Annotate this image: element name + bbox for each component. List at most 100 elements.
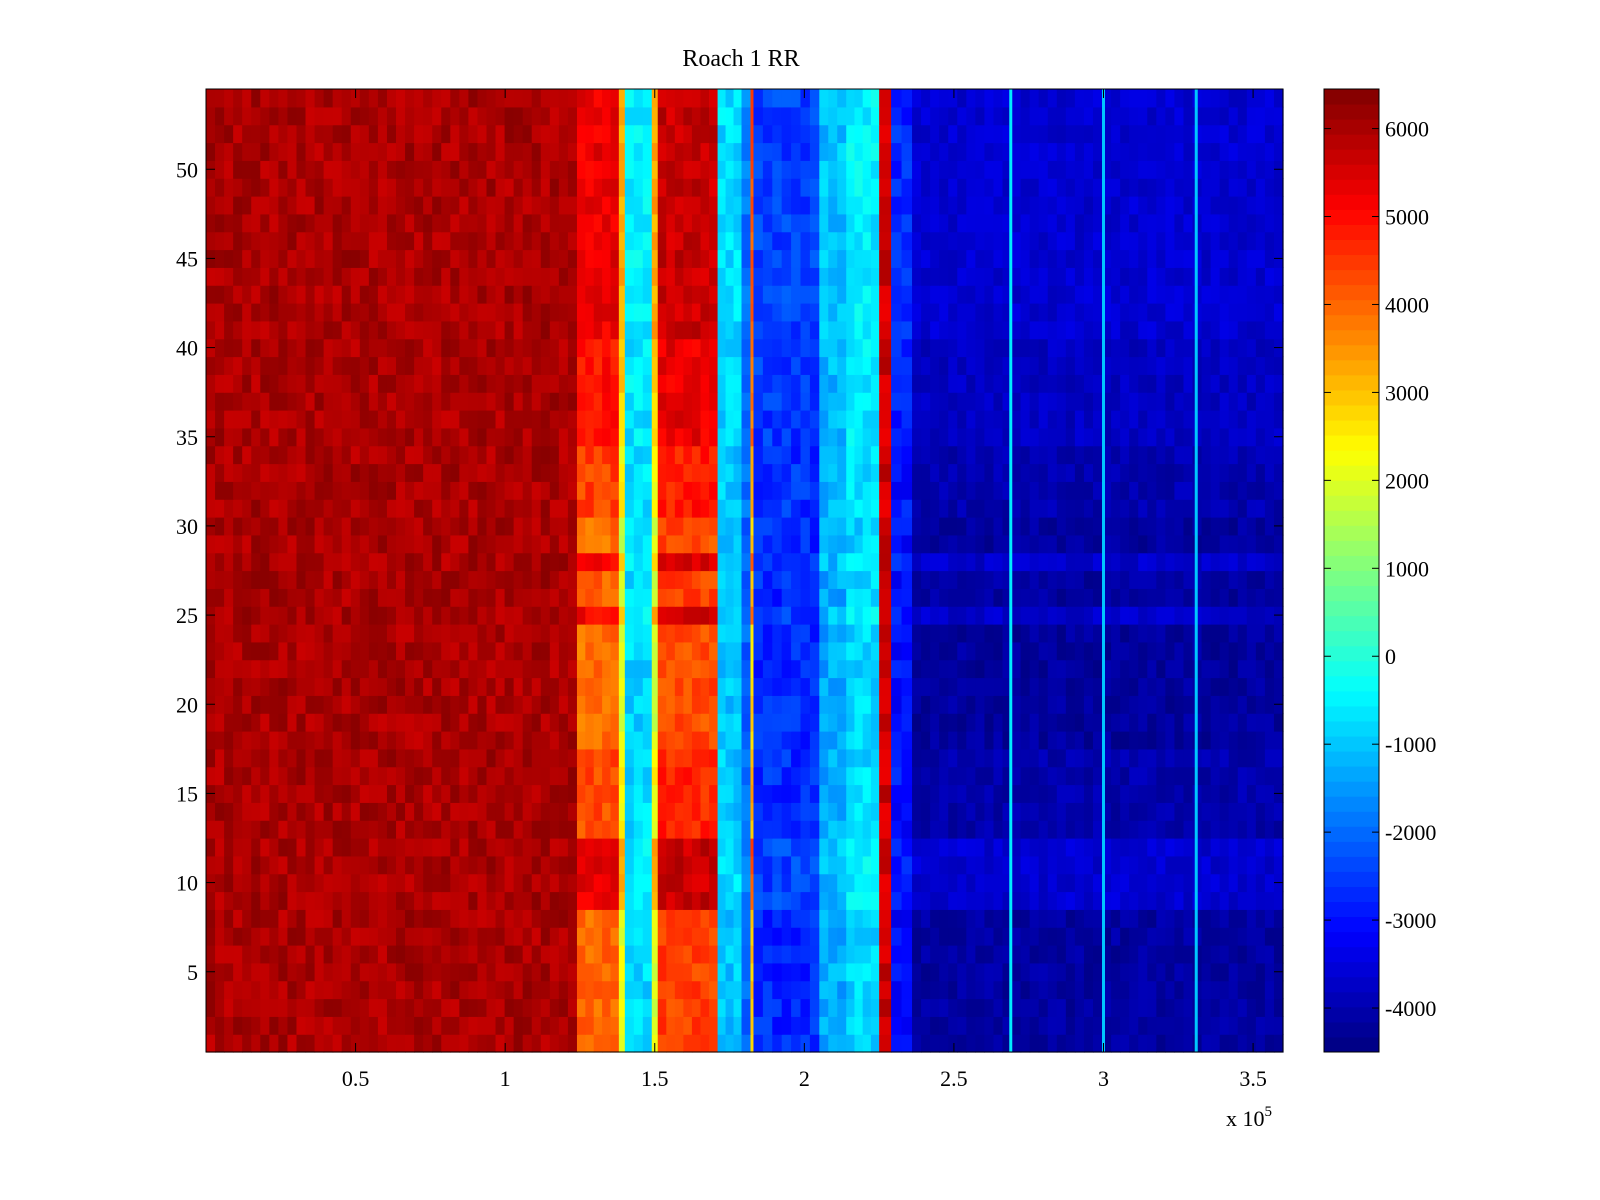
heatmap-cell — [495, 802, 506, 821]
heatmap-cell — [332, 606, 343, 625]
heatmap-cell — [854, 731, 864, 750]
heatmap-cell — [1156, 374, 1166, 393]
heatmap-cell — [624, 641, 635, 661]
heatmap-cell — [1002, 427, 1013, 447]
heatmap-cell — [1183, 677, 1194, 696]
heatmap-cell — [624, 463, 635, 482]
heatmap-cell — [921, 374, 931, 393]
heatmap-cell — [602, 1016, 612, 1035]
heatmap-cell — [1065, 463, 1076, 482]
heatmap-cell — [750, 766, 755, 786]
heatmap-cell — [1165, 606, 1176, 625]
heatmap-cell — [323, 570, 334, 589]
heatmap-cell — [1165, 570, 1176, 589]
heatmap-cell — [633, 659, 644, 679]
heatmap-cell — [610, 641, 620, 661]
heatmap-cell — [700, 624, 710, 643]
heatmap-cell — [1029, 392, 1040, 411]
heatmap-cell — [750, 588, 755, 607]
heatmap-cell — [772, 945, 783, 964]
heatmap-cell — [432, 392, 442, 411]
heatmap-cell — [540, 998, 551, 1017]
heatmap-cell — [1183, 766, 1194, 786]
heatmap-cell — [1201, 891, 1212, 910]
heatmap-cell — [359, 463, 370, 482]
heatmap-cell — [323, 641, 334, 661]
heatmap-cell — [846, 927, 856, 946]
heatmap-cell — [540, 499, 551, 518]
heatmap-cell — [396, 945, 406, 964]
heatmap-cell — [540, 766, 551, 786]
heatmap-cell — [1237, 463, 1248, 482]
heatmap-cell — [725, 606, 735, 625]
heatmap-cell — [846, 909, 856, 928]
heatmap-cell — [350, 552, 361, 572]
heatmap-cell — [1183, 517, 1194, 536]
heatmap-cell — [1038, 570, 1049, 589]
heatmap-cell — [441, 891, 451, 910]
heatmap-cell — [657, 570, 667, 589]
heatmap-cell — [549, 766, 560, 786]
heatmap-cell — [966, 534, 976, 554]
heatmap-cell — [891, 731, 903, 750]
heatmap-cell — [314, 784, 325, 803]
heatmap-cell — [854, 962, 864, 982]
heatmap-cell — [269, 641, 279, 661]
heatmap-cell — [1255, 481, 1266, 500]
heatmap-cell — [1002, 410, 1013, 429]
heatmap-cell — [912, 891, 922, 910]
heatmap-cell — [549, 838, 560, 857]
heatmap-cell — [762, 606, 773, 625]
heatmap-cell — [260, 838, 270, 857]
heatmap-cell — [912, 945, 922, 964]
heatmap-cell — [939, 962, 949, 982]
heatmap-cell — [495, 552, 506, 572]
heatmap-cell — [624, 356, 635, 375]
heatmap-cell — [666, 338, 676, 358]
heatmap-cell — [468, 713, 479, 732]
heatmap-cell — [296, 677, 307, 696]
heatmap-cell — [1165, 748, 1176, 768]
heatmap-cell — [414, 802, 424, 821]
heatmap-cell — [495, 570, 506, 589]
heatmap-cell — [1038, 713, 1049, 732]
heatmap-cell — [1111, 338, 1121, 358]
heatmap-cell — [1246, 392, 1257, 411]
heatmap-cell — [242, 677, 252, 696]
heatmap-cell — [1237, 1016, 1248, 1035]
heatmap-cell — [879, 463, 892, 482]
heatmap-cell — [1065, 909, 1076, 928]
heatmap-cell — [828, 731, 838, 750]
heatmap-cell — [233, 641, 243, 661]
heatmap-cell — [800, 802, 811, 821]
heatmap-cell — [984, 731, 995, 750]
heatmap-cell — [549, 374, 560, 393]
heatmap-cell — [432, 624, 442, 643]
heatmap-cell — [921, 838, 931, 857]
heatmap-cell — [206, 410, 216, 429]
heatmap-cell — [1083, 606, 1094, 625]
heatmap-cell — [1246, 766, 1257, 786]
heatmap-cell — [984, 784, 995, 803]
heatmap-cell — [819, 945, 829, 964]
heatmap-cell — [1083, 659, 1094, 679]
heatmap-cell — [414, 427, 424, 447]
heatmap-cell — [819, 374, 829, 393]
heatmap-cell — [576, 909, 586, 928]
heatmap-cell — [602, 606, 612, 625]
heatmap-cell — [891, 517, 903, 536]
heatmap-cell — [1201, 534, 1212, 554]
heatmap-cell — [576, 873, 586, 893]
heatmap-cell — [278, 392, 289, 411]
heatmap-cell — [486, 410, 497, 429]
heatmap-cell — [948, 980, 958, 1000]
heatmap-cell — [651, 766, 659, 786]
heatmap-cell — [772, 481, 783, 500]
heatmap-cell — [879, 855, 892, 875]
heatmap-cell — [1120, 838, 1130, 857]
heatmap-cell — [725, 570, 735, 589]
heatmap-cell — [901, 481, 913, 500]
heatmap-cell — [1237, 392, 1248, 411]
heatmap-cell — [1129, 731, 1139, 750]
heatmap-cell — [441, 463, 451, 482]
